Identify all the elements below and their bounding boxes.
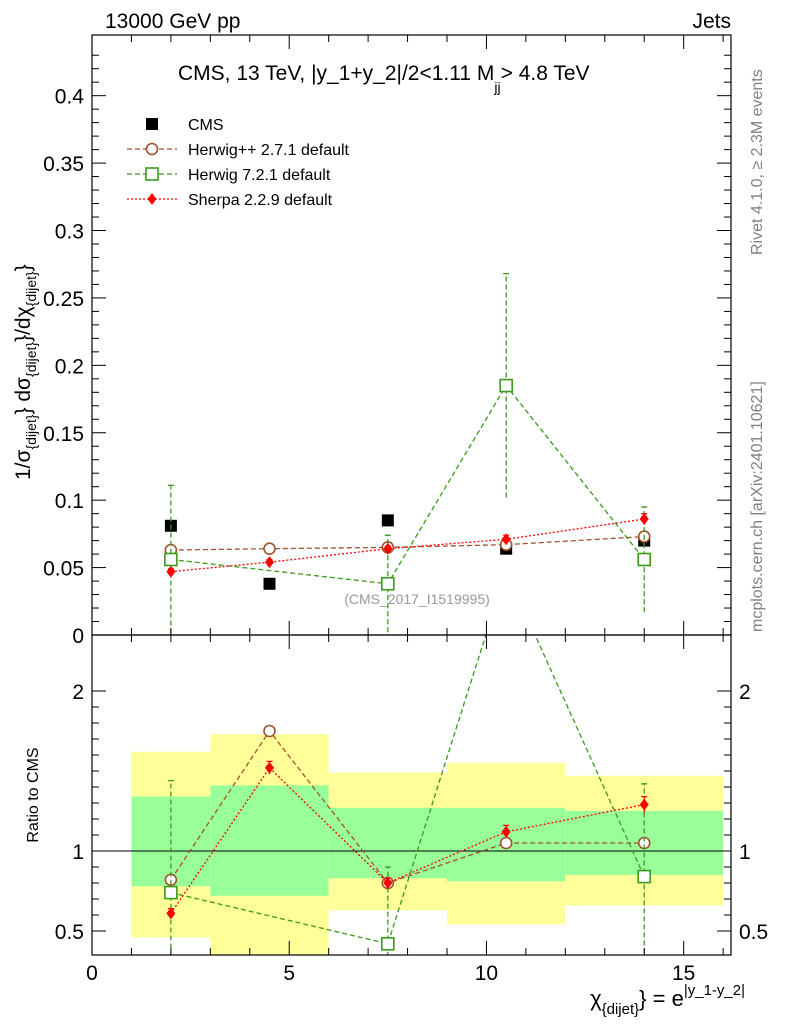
header-right: Jets xyxy=(692,10,731,33)
main-sherpa-point-2 xyxy=(383,542,393,555)
main-herwig7-point-3 xyxy=(499,378,513,393)
main-title-sub: jj xyxy=(493,79,500,95)
main-ytick-label-2: 0.1 xyxy=(55,490,84,513)
main-ytick-label-5: 0.25 xyxy=(43,288,84,311)
main-herwigpp-line xyxy=(170,535,645,551)
xtick-label-0: 0 xyxy=(86,962,98,985)
main-ytick-label-8: 0.4 xyxy=(55,86,85,109)
main-herwig7-point-2 xyxy=(381,576,395,591)
ratio-ytick-label-0: 0.5 xyxy=(55,921,84,944)
legend-marker-herwigpp xyxy=(145,142,159,156)
ratio-frame xyxy=(91,634,732,956)
main-ytick-label-4: 0.2 xyxy=(55,355,84,378)
main-herwig7-point-0 xyxy=(164,552,178,567)
ratio-herwig7-line xyxy=(170,635,645,945)
main-sherpa-point-4 xyxy=(639,513,649,526)
mcplots-label: mcplots.cern.ch [arXiv:2401.10621] xyxy=(749,381,766,632)
legend-label-herwig7: Herwig 7.2.1 default xyxy=(188,167,331,184)
xtick-label-2: 10 xyxy=(475,962,498,985)
legend: CMS Herwig++ 2.7.1 default Herwig 7.2.1 de… xyxy=(127,117,350,209)
ratio-herwig7-point-0 xyxy=(164,885,178,900)
ratio-ytick-label-right-0: 0.5 xyxy=(739,921,768,944)
band-green-1 xyxy=(210,785,329,896)
main-ytick-label-3: 0.15 xyxy=(43,423,84,446)
x-axis-title: χ{dijet}} = e|y_1-y_2| xyxy=(590,982,745,1018)
main-title-suffix: > 4.8 TeV xyxy=(501,62,590,85)
ratio-ytick-label-2: 2 xyxy=(72,681,84,704)
ratio-bands xyxy=(92,734,731,955)
main-ytick-label-0: 0 xyxy=(72,625,84,648)
main-cms-point-2 xyxy=(381,514,394,527)
ratio-sherpa-point-1 xyxy=(265,761,274,774)
legend-label-sherpa: Sherpa 2.2.9 default xyxy=(188,192,333,209)
main-ytick-label-6: 0.3 xyxy=(55,221,84,244)
legend-label-cms: CMS xyxy=(188,117,224,134)
ratio-herwig7-point-3 xyxy=(637,869,652,884)
main-ylabel: 1/σ{dijet}} dσ{dijet}}/dχ{dijet}} xyxy=(12,264,39,480)
main-title: CMS, 13 TeV, |y_1+y_2|/2<1.11 Mjj> 4.8 T… xyxy=(178,62,590,95)
ratio-sherpa-point-0 xyxy=(166,907,176,920)
main-ytick-label-7: 0.35 xyxy=(43,153,84,176)
legend-marker-sherpa xyxy=(147,193,157,205)
legend-label-herwigpp: Herwig++ 2.7.1 default xyxy=(188,142,350,159)
rivet-label: Rivet 4.1.0, ≥ 2.3M events xyxy=(749,69,766,255)
legend-marker-cms xyxy=(146,118,158,130)
main-sherpa-line xyxy=(170,518,645,573)
x-axis-title-sub: {dijet} xyxy=(602,1001,640,1018)
ratio-sherpa-point-2 xyxy=(383,877,393,889)
main-herwig7-line xyxy=(170,384,645,585)
ratio-plot-layer xyxy=(164,565,652,955)
ratio-sherpa-point-4 xyxy=(639,798,649,811)
header-left: 13000 GeV pp xyxy=(105,10,240,33)
main-herwigpp-point-1 xyxy=(263,542,276,556)
main-cms-point-1 xyxy=(263,577,276,590)
xtick-label-3: 15 xyxy=(672,962,695,985)
ratio-ylabel: Ratio to CMS xyxy=(25,747,42,842)
main-herwig7-point-4 xyxy=(637,552,652,567)
main-sherpa-point-1 xyxy=(265,556,274,569)
ratio-ytick-label-right-2: 2 xyxy=(739,681,751,704)
ratio-sherpa-point-3 xyxy=(501,825,511,838)
axes: 0 0.05 0.1 0.15 0.2 0.25 0.3 0.35 0.4 0.5 0.5 1 1 2 2 0… xyxy=(43,34,768,985)
xtick-label-1: 5 xyxy=(283,962,295,985)
x-axis-title-sup: |y_1-y_2| xyxy=(684,982,745,999)
x-axis-title-base: χ xyxy=(590,986,602,1011)
main-plot-layer xyxy=(164,273,652,634)
main-title-text: CMS, 13 TeV, |y_1+y_2|/2<1.11 M xyxy=(178,62,494,85)
ratio-herwigpp-point-1 xyxy=(263,724,276,738)
ratio-ytick-label-right-1: 1 xyxy=(739,841,751,864)
ratio-herwig7-point-2 xyxy=(500,565,512,577)
main-sherpa-point-0 xyxy=(166,565,176,578)
legend-marker-herwig7 xyxy=(145,167,159,181)
x-axis-title-eq: } = e xyxy=(639,986,684,1011)
main-sherpa-point-3 xyxy=(501,533,511,546)
main-ytick-label-1: 0.05 xyxy=(43,558,84,581)
ratio-ytick-label-1: 1 xyxy=(72,841,84,864)
ratio-herwigpp-point-3 xyxy=(499,836,513,850)
watermark: (CMS_2017_I1519995) xyxy=(344,591,490,607)
ratio-herwig7-point-1 xyxy=(381,936,395,951)
